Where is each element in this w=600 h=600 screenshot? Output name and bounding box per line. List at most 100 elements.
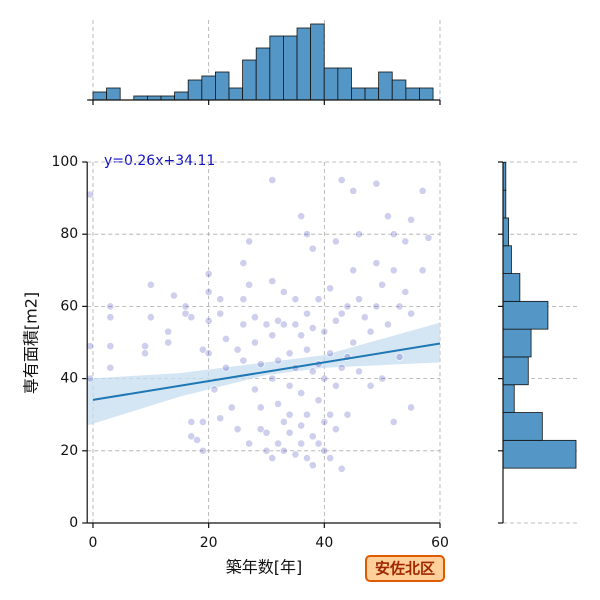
confidence-band [87, 322, 440, 426]
point [274, 316, 282, 325]
point [239, 320, 248, 329]
point [389, 266, 398, 275]
point [239, 356, 248, 365]
point [181, 302, 190, 311]
histogram-bar [502, 217, 510, 247]
point [407, 215, 415, 224]
histogram-bar [92, 91, 107, 101]
histogram-bar [269, 35, 284, 101]
point [291, 450, 300, 459]
point [198, 418, 207, 426]
point [268, 176, 277, 184]
point [297, 421, 306, 430]
point [204, 288, 213, 296]
point [343, 302, 352, 311]
point [279, 320, 288, 329]
point [418, 266, 427, 275]
point [106, 342, 115, 351]
histogram-bar [502, 384, 515, 413]
point [407, 309, 415, 318]
point [222, 363, 230, 372]
point [314, 295, 323, 304]
point [251, 385, 259, 394]
point [291, 320, 300, 329]
point [303, 410, 311, 419]
point [337, 464, 346, 473]
histogram-bar [502, 328, 532, 358]
point [141, 349, 149, 358]
histogram-bar [323, 67, 339, 101]
histogram-bar [187, 79, 203, 101]
point [210, 385, 219, 394]
point [303, 230, 311, 239]
point [227, 403, 236, 412]
badge-box [365, 555, 445, 582]
point [372, 302, 381, 311]
point [355, 295, 363, 304]
point [256, 360, 265, 369]
point [337, 363, 346, 372]
point [395, 302, 404, 311]
point [326, 410, 335, 419]
point [331, 237, 340, 246]
histogram-bar [351, 87, 366, 101]
histogram-bar [502, 245, 512, 274]
point [204, 316, 213, 325]
point [337, 309, 346, 318]
point [170, 291, 178, 300]
point [314, 439, 323, 448]
point [233, 345, 242, 354]
point [378, 280, 387, 289]
point [407, 403, 415, 412]
histogram-bar [201, 75, 216, 101]
point [262, 320, 271, 329]
point [308, 432, 317, 441]
y-axis-label: 専有面積[m2] [22, 292, 41, 394]
histogram-bar [310, 23, 325, 101]
point [285, 410, 294, 419]
point [355, 230, 363, 239]
histogram-bar [502, 439, 577, 469]
point [303, 309, 311, 318]
point [222, 334, 230, 343]
point [198, 345, 207, 354]
y-tick-label: 40 [60, 371, 78, 387]
point [308, 367, 317, 376]
point [86, 374, 94, 383]
point [389, 418, 398, 426]
point [384, 212, 392, 221]
point [268, 454, 277, 462]
point [320, 374, 329, 383]
point [274, 439, 282, 448]
y-tick-label: 0 [69, 515, 78, 531]
point [360, 313, 369, 322]
point [326, 349, 335, 358]
histogram-bar [228, 87, 244, 101]
point [86, 190, 94, 199]
point [366, 381, 375, 390]
point [141, 342, 149, 351]
histogram-bar [405, 87, 420, 101]
point [164, 327, 173, 336]
point [308, 324, 317, 332]
point [355, 367, 363, 376]
point [216, 414, 225, 423]
point [285, 349, 294, 358]
point [239, 295, 248, 304]
point [187, 432, 196, 441]
point [245, 237, 254, 246]
histogram-bar [391, 79, 407, 101]
point [239, 259, 248, 267]
histogram-bar [337, 67, 352, 101]
point [384, 320, 392, 329]
histogram-bar [242, 59, 257, 101]
point [424, 233, 433, 242]
badge: 安佐北区 [375, 560, 435, 578]
point [262, 446, 271, 455]
point [303, 345, 311, 354]
point [314, 396, 323, 405]
histogram-bar [502, 273, 521, 302]
point [378, 374, 387, 383]
point [349, 338, 358, 347]
